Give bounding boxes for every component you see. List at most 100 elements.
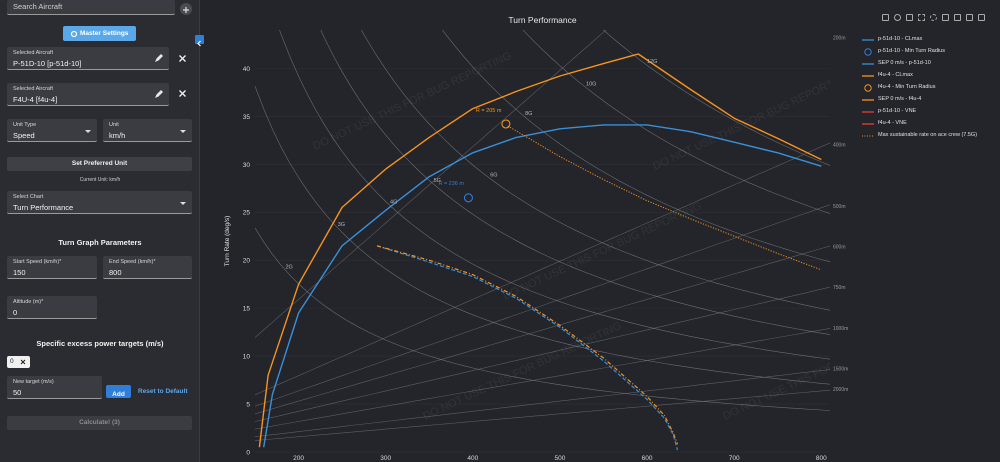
start-speed-input[interactable]: Start Speed (km/h)* 150 <box>7 256 97 279</box>
data-point[interactable] <box>646 123 649 126</box>
data-point[interactable] <box>776 137 779 140</box>
legend-item[interactable]: p-51d-10 - CLmax <box>860 35 1000 45</box>
data-point[interactable] <box>820 158 823 161</box>
remove-aircraft-2-icon[interactable] <box>178 89 187 98</box>
end-speed-input[interactable]: End Speed (km/h)* 800 <box>103 256 192 279</box>
legend-item[interactable]: f4u-4 - CLmax <box>860 71 1000 81</box>
select-chart-value: Turn Performance <box>13 203 74 212</box>
data-point[interactable] <box>637 52 640 55</box>
reset-axes-icon[interactable] <box>978 14 985 21</box>
data-point[interactable] <box>602 359 605 362</box>
data-point[interactable] <box>676 449 679 452</box>
collapse-sidebar-button[interactable] <box>195 35 204 47</box>
data-point[interactable] <box>602 178 605 181</box>
pan-icon[interactable] <box>906 14 913 21</box>
autoscale-icon[interactable] <box>966 14 973 21</box>
select-box-icon[interactable] <box>918 14 925 21</box>
x-tick-label: 400 <box>467 455 478 462</box>
min-turn-radius-marker[interactable] <box>501 119 511 129</box>
calculate-button[interactable]: Calculate! (3) <box>7 416 192 430</box>
data-point[interactable] <box>602 357 605 360</box>
chart-title: Turn Performance <box>508 15 576 25</box>
search-input[interactable]: Search Aircraft <box>7 0 175 15</box>
data-point[interactable] <box>515 295 518 298</box>
legend-item[interactable]: SEP 0 m/s - p-51d-10 <box>860 59 1000 69</box>
data-point[interactable] <box>428 175 431 178</box>
legend-item[interactable]: p-51d-10 - Min Turn Radius <box>860 47 1000 57</box>
data-point[interactable] <box>297 283 300 286</box>
data-point[interactable] <box>384 168 387 171</box>
data-point[interactable] <box>689 88 692 91</box>
data-point[interactable] <box>384 209 387 212</box>
min-turn-radius-marker[interactable] <box>463 193 473 203</box>
selected-aircraft-field-2[interactable]: Selected Aircraft F4U-4 [f4u-4] <box>7 83 169 106</box>
series-line[interactable] <box>376 245 679 451</box>
reset-default-button[interactable]: Reset to Default <box>138 388 188 395</box>
data-point[interactable] <box>297 311 300 314</box>
data-point[interactable] <box>646 199 649 202</box>
data-point[interactable] <box>776 252 779 255</box>
data-point[interactable] <box>341 206 344 209</box>
data-point[interactable] <box>733 141 736 144</box>
data-point[interactable] <box>672 431 675 434</box>
zoom-icon[interactable] <box>894 14 901 21</box>
data-point[interactable] <box>733 117 736 120</box>
data-point[interactable] <box>733 235 736 238</box>
unit-select[interactable]: Unit km/h <box>103 119 192 142</box>
data-point[interactable] <box>820 165 823 168</box>
data-point[interactable] <box>341 244 344 247</box>
select-chart-dropdown[interactable]: Select Chart Turn Performance <box>7 191 192 214</box>
add-aircraft-button[interactable] <box>180 3 192 15</box>
chip-close-icon[interactable] <box>20 359 26 365</box>
data-point[interactable] <box>471 107 474 110</box>
data-point[interactable] <box>558 324 561 327</box>
series-line[interactable] <box>258 53 822 448</box>
data-point[interactable] <box>558 75 561 78</box>
camera-icon[interactable] <box>882 14 889 21</box>
data-point[interactable] <box>515 136 518 139</box>
legend-item[interactable]: f4u-4 - Min Turn Radius <box>860 83 1000 93</box>
zoom-in-icon[interactable] <box>942 14 949 21</box>
data-point[interactable] <box>689 130 692 133</box>
remove-aircraft-1-icon[interactable] <box>178 54 187 63</box>
add-target-button[interactable]: Add <box>106 385 131 398</box>
data-point[interactable] <box>602 62 605 65</box>
set-preferred-unit-button[interactable]: Set Preferred Unit <box>7 157 192 171</box>
radius-label: 2000m <box>833 387 848 393</box>
data-point[interactable] <box>267 374 270 377</box>
data-point[interactable] <box>262 446 265 449</box>
data-point[interactable] <box>471 273 474 276</box>
legend-item[interactable]: SEP 0 m/s - f4u-4 <box>860 95 1000 105</box>
data-point[interactable] <box>558 155 561 158</box>
data-point[interactable] <box>558 127 561 130</box>
lasso-icon[interactable] <box>930 14 937 21</box>
data-point[interactable] <box>646 395 649 398</box>
data-point[interactable] <box>820 268 823 271</box>
data-point[interactable] <box>375 244 378 247</box>
pencil-icon[interactable] <box>154 89 164 99</box>
data-point[interactable] <box>689 217 692 220</box>
altitude-input[interactable]: Altitude (m)* 0 <box>7 296 97 319</box>
legend-item[interactable]: f4u-4 - VNE <box>860 119 1000 129</box>
data-point[interactable] <box>428 259 431 262</box>
data-point[interactable] <box>676 443 679 446</box>
unit-type-select[interactable]: Unit Type Speed <box>7 119 97 142</box>
data-point[interactable] <box>515 90 518 93</box>
data-point[interactable] <box>258 446 261 449</box>
series-line[interactable] <box>263 124 822 448</box>
selected-aircraft-field-1[interactable]: Selected Aircraft P-51D-10 [p-51d-10] <box>7 47 169 70</box>
series-line[interactable] <box>507 125 822 271</box>
data-point[interactable] <box>663 414 666 417</box>
series-line[interactable] <box>376 245 679 445</box>
zoom-out-icon[interactable] <box>954 14 961 21</box>
pencil-icon[interactable] <box>154 53 164 63</box>
new-target-input[interactable]: New target (m/s) 50 <box>7 376 102 399</box>
legend-item[interactable]: p-51d-10 - VNE <box>860 107 1000 117</box>
data-point[interactable] <box>428 136 431 139</box>
legend-item[interactable]: Max sustainable rate on ace crew (7.5G) <box>860 131 1000 141</box>
data-point[interactable] <box>602 123 605 126</box>
master-settings-button[interactable]: Master Settings <box>63 26 136 41</box>
data-point[interactable] <box>271 393 274 396</box>
data-point[interactable] <box>776 151 779 154</box>
data-point[interactable] <box>471 151 474 154</box>
